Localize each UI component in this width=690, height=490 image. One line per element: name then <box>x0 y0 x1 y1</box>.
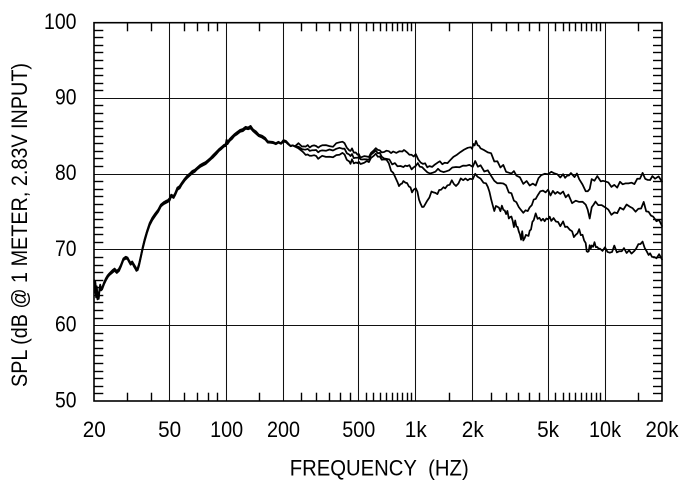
svg-text:SPL (dB @ 1 METER, 2.83V INPUT: SPL (dB @ 1 METER, 2.83V INPUT) <box>7 63 32 387</box>
svg-text:60: 60 <box>55 312 77 337</box>
svg-text:2k: 2k <box>462 417 485 442</box>
svg-text:100: 100 <box>210 417 243 442</box>
svg-text:5k: 5k <box>537 417 560 442</box>
svg-text:20k: 20k <box>646 417 680 442</box>
svg-text:1k: 1k <box>405 417 428 442</box>
svg-text:20: 20 <box>83 417 106 442</box>
svg-text:200: 200 <box>267 417 300 442</box>
svg-text:50: 50 <box>55 387 77 412</box>
svg-text:FREQUENCY (HZ): FREQUENCY (HZ) <box>290 456 469 481</box>
svg-text:100: 100 <box>44 9 77 34</box>
svg-text:10k: 10k <box>589 417 622 442</box>
svg-text:50: 50 <box>158 417 181 442</box>
svg-text:500: 500 <box>342 417 375 442</box>
svg-text:90: 90 <box>55 85 77 110</box>
svg-text:70: 70 <box>55 236 77 261</box>
svg-text:80: 80 <box>55 160 77 185</box>
